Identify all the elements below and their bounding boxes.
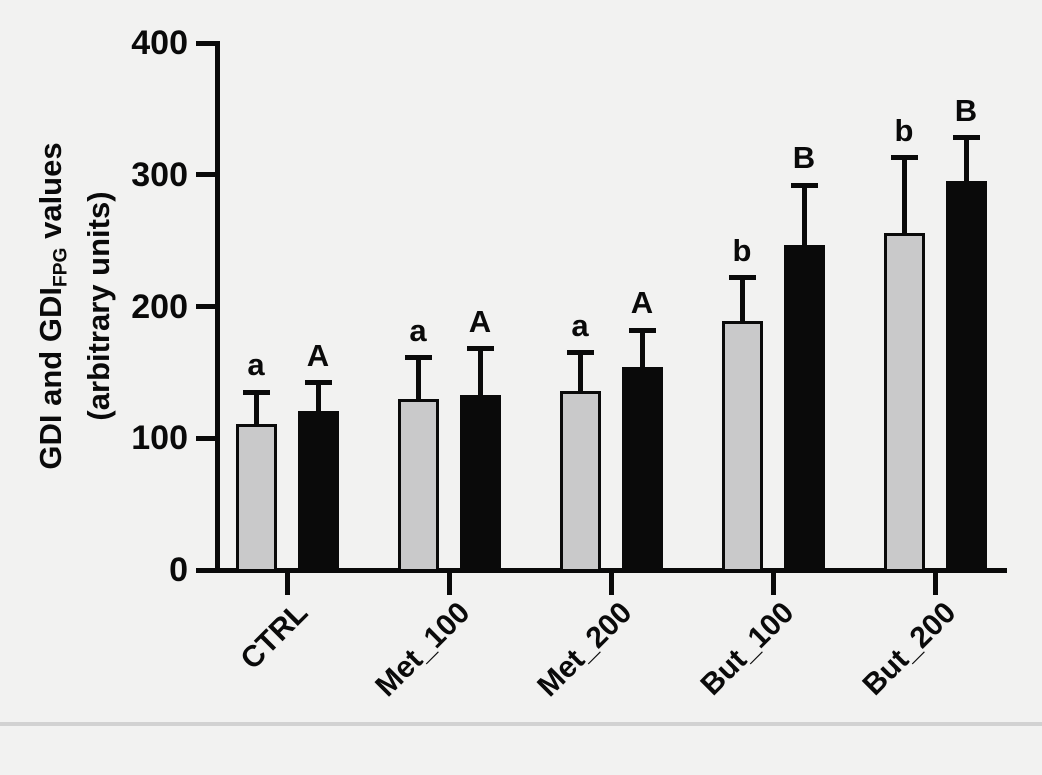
y-tick-label: 300 [131, 155, 188, 194]
bar-gray-but_100 [721, 320, 763, 572]
error-bar-cap-black-ctrl [304, 380, 332, 386]
y-axis-title-subscript: FPG [50, 247, 72, 288]
error-bar-line-black-ctrl [315, 382, 321, 415]
sig-letter-black-ctrl: A [306, 337, 330, 373]
bar-gray-but_200 [883, 232, 925, 572]
y-tick [196, 172, 220, 178]
bar-black-ctrl [297, 410, 339, 572]
y-axis-title-line1: GDI and GDIFPG values [33, 142, 72, 470]
y-tick [196, 40, 220, 46]
x-tick [284, 570, 290, 595]
sig-letter-black-but_200: B [954, 92, 978, 128]
y-tick [196, 435, 220, 441]
error-bar-cap-gray-met_100 [404, 355, 432, 361]
bar-gray-met_200 [559, 390, 601, 572]
sig-letter-black-met_200: A [630, 285, 654, 321]
sig-letter-gray-but_100: b [732, 232, 752, 268]
error-bar-cap-black-but_100 [790, 182, 818, 188]
error-bar-cap-gray-met_200 [566, 350, 594, 356]
bar-gray-met_100 [397, 398, 439, 572]
y-tick-label: 0 [169, 551, 188, 589]
error-bar-line-gray-met_100 [415, 357, 421, 403]
error-bar-line-black-met_200 [639, 330, 645, 372]
y-tick [196, 304, 220, 309]
bar-gray-ctrl [235, 423, 277, 572]
y-tick [196, 567, 220, 573]
x-category-label-ctrl: CTRL [234, 596, 315, 676]
y-axis-title-line2: (arbitrary units) [81, 191, 117, 421]
error-bar-cap-gray-ctrl [242, 389, 270, 395]
bar-black-but_200 [945, 181, 987, 572]
x-tick [608, 570, 614, 595]
error-bar-cap-black-but_200 [952, 135, 980, 141]
error-bar-cap-black-met_100 [466, 346, 494, 352]
y-axis-title: GDI and GDIFPG values (arbitrary units) [32, 76, 116, 536]
screenshot-bottom-border [0, 722, 1042, 726]
sig-letter-gray-ctrl: a [247, 347, 265, 383]
error-bar-line-black-but_200 [963, 137, 969, 186]
sig-letter-gray-met_100: a [409, 312, 427, 348]
error-bar-line-black-met_100 [477, 348, 483, 399]
bar-black-but_100 [783, 244, 825, 572]
error-bar-line-gray-met_200 [577, 352, 583, 395]
x-category-label-but_200: But_200 [856, 596, 963, 702]
x-tick [446, 570, 452, 595]
error-bar-line-gray-ctrl [253, 392, 259, 428]
sig-letter-black-but_100: B [792, 140, 816, 176]
x-tick [932, 570, 938, 595]
error-bar-line-black-but_100 [801, 185, 807, 249]
bar-chart-figure: 0 100 200 300 400 CTRL a A Met_100 a A Met_200 a A But… [0, 24, 1042, 726]
x-axis-line [196, 567, 1007, 573]
bar-black-met_100 [459, 394, 501, 572]
x-category-label-met_100: Met_100 [369, 596, 477, 704]
y-tick-label: 100 [131, 419, 188, 458]
x-tick [770, 570, 776, 595]
x-category-label-met_200: Met_200 [531, 596, 639, 704]
plot-area: 0 100 200 300 400 CTRL a A Met_100 a A Met_200 a A But… [131, 24, 1007, 703]
error-bar-cap-gray-but_200 [890, 155, 918, 161]
error-bar-line-gray-but_200 [901, 157, 907, 237]
sig-letter-black-met_100: A [468, 303, 492, 339]
sig-letter-gray-but_200: b [894, 112, 914, 148]
x-category-label-but_100: But_100 [694, 596, 801, 702]
error-bar-cap-black-met_200 [628, 327, 656, 333]
sig-letter-gray-met_200: a [571, 307, 589, 343]
error-bar-cap-gray-but_100 [728, 275, 756, 280]
bar-black-met_200 [621, 367, 663, 572]
y-tick-label: 200 [131, 287, 188, 326]
error-bar-line-gray-but_100 [739, 277, 745, 325]
y-tick-label: 400 [131, 24, 188, 62]
